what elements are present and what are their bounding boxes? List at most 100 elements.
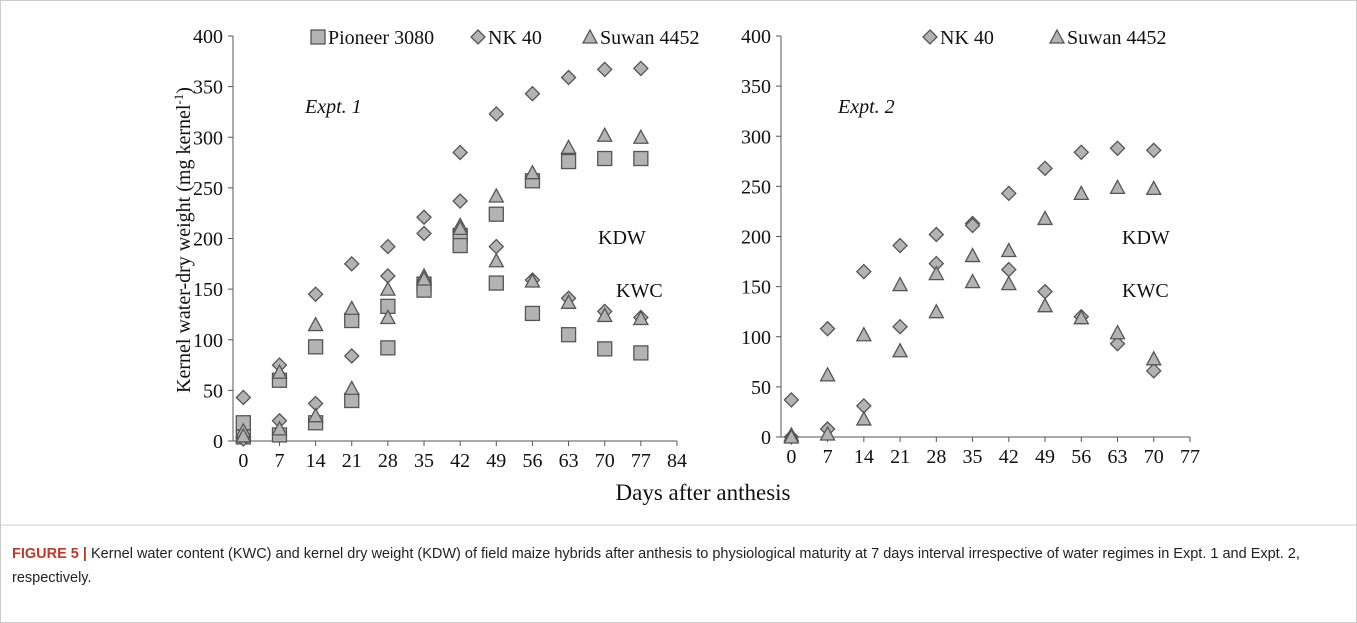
- y-tick-label: 100: [193, 330, 223, 352]
- triangle-marker: [271, 420, 288, 436]
- triangle-marker: [1145, 350, 1162, 366]
- diamond-marker: [452, 193, 469, 209]
- triangle-marker: [1145, 180, 1162, 196]
- triangle-marker: [819, 366, 836, 382]
- square-marker: [344, 312, 360, 329]
- y-tick-label: 250: [741, 176, 771, 198]
- diamond-marker: [1000, 261, 1017, 278]
- triangle-marker: [488, 252, 505, 268]
- triangle-marker: [307, 316, 324, 332]
- triangle-marker: [488, 187, 505, 203]
- triangle-marker: [452, 220, 469, 236]
- diamond-marker: [1073, 144, 1090, 161]
- square-marker: [597, 150, 613, 167]
- y-tick-label: 300: [193, 127, 223, 149]
- x-tick-label: 70: [1144, 446, 1164, 468]
- annotation: Expt. 2: [837, 96, 895, 118]
- y-label-main: Kernel water-dry weight (mg kernel: [173, 104, 195, 393]
- diamond-marker: [964, 217, 981, 234]
- kdw-label: KDW: [1122, 227, 1170, 249]
- x-tick-label: 7: [823, 446, 833, 468]
- x-tick-label: 70: [595, 450, 615, 472]
- legend-label: Pioneer 3080: [328, 27, 434, 49]
- diamond-marker: [379, 238, 396, 255]
- diamond-marker: [307, 286, 324, 303]
- legend-label: NK 40: [940, 27, 994, 49]
- y-tick-label: 150: [741, 277, 771, 299]
- diamond-marker: [343, 348, 360, 364]
- triangle-marker: [560, 293, 577, 309]
- y-tick-label: 400: [193, 26, 223, 48]
- legend-label: Suwan 4452: [1067, 27, 1166, 49]
- diamond-marker: [892, 237, 908, 254]
- diamond-marker: [1145, 142, 1162, 159]
- triangle-marker: [632, 310, 649, 326]
- x-tick-label: 56: [522, 450, 542, 472]
- square-marker: [307, 339, 324, 355]
- x-axis-label: Days after anthesis: [616, 480, 791, 505]
- diamond-marker: [783, 391, 800, 408]
- triangle-marker: [524, 164, 541, 180]
- diamond-marker: [922, 29, 938, 45]
- y-tick-label: 50: [203, 380, 223, 402]
- y-tick-label: 350: [741, 76, 771, 98]
- x-tick-label: 0: [238, 450, 248, 472]
- square-marker: [488, 275, 504, 291]
- diamond-marker: [452, 144, 469, 161]
- diamond-marker: [1145, 362, 1162, 379]
- triangle-marker: [1048, 28, 1066, 44]
- diamond-marker: [524, 85, 541, 102]
- x-tick-label: 21: [890, 446, 910, 468]
- triangle-marker: [928, 303, 945, 319]
- y-tick-label: 0: [213, 431, 223, 453]
- x-tick-label: 84: [667, 450, 687, 472]
- diamond-marker: [596, 61, 613, 78]
- diamond-marker: [1037, 160, 1053, 177]
- x-tick-label: 49: [486, 450, 506, 472]
- diamond-marker: [560, 69, 577, 86]
- kwc-label: KWC: [616, 280, 663, 302]
- triangle-marker: [1073, 185, 1090, 201]
- diamond-marker: [632, 60, 649, 77]
- triangle-marker: [560, 139, 577, 155]
- square-marker: [310, 29, 326, 45]
- x-tick-label: 49: [1035, 446, 1055, 468]
- triangle-marker: [379, 309, 396, 325]
- triangle-marker: [1000, 242, 1017, 258]
- x-tick-label: 77: [1180, 446, 1200, 468]
- triangle-marker: [596, 126, 613, 142]
- triangle-marker: [783, 428, 800, 444]
- triangle-marker: [1036, 210, 1054, 226]
- x-tick-label: 63: [1108, 446, 1128, 468]
- triangle-marker: [235, 427, 252, 443]
- x-tick-label: 56: [1071, 446, 1091, 468]
- x-tick-label: 14: [306, 450, 326, 472]
- caption: FIGURE 5 | Kernel water content (KWC) an…: [12, 542, 1342, 590]
- diamond-marker: [416, 209, 432, 226]
- kwc-label: KWC: [1122, 280, 1169, 302]
- x-tick-label: 28: [378, 450, 398, 472]
- square-marker: [452, 237, 468, 254]
- triangle-marker: [632, 128, 649, 144]
- square-marker: [560, 153, 577, 170]
- triangle-marker: [891, 276, 909, 292]
- x-tick-label: 77: [631, 450, 651, 472]
- y-axis-label: Kernel water-dry weight (mg kernel-1): [171, 87, 195, 393]
- y-tick-label: 0: [761, 427, 771, 449]
- x-tick-label: 63: [559, 450, 579, 472]
- caption-label: FIGURE 5 |: [12, 546, 87, 562]
- y-label-sup: -1: [171, 94, 186, 105]
- diamond-marker: [855, 263, 872, 280]
- triangle-marker: [343, 299, 360, 316]
- y-tick-label: 100: [741, 327, 771, 349]
- square-marker: [633, 345, 649, 361]
- diamond-marker: [488, 238, 505, 255]
- diamond-marker: [928, 226, 945, 243]
- x-tick-label: 7: [274, 450, 284, 472]
- triangle-marker: [1073, 309, 1090, 325]
- triangle-marker: [855, 410, 872, 426]
- diamond-marker: [416, 225, 432, 242]
- diamond-marker: [1000, 185, 1017, 202]
- square-marker: [524, 305, 541, 322]
